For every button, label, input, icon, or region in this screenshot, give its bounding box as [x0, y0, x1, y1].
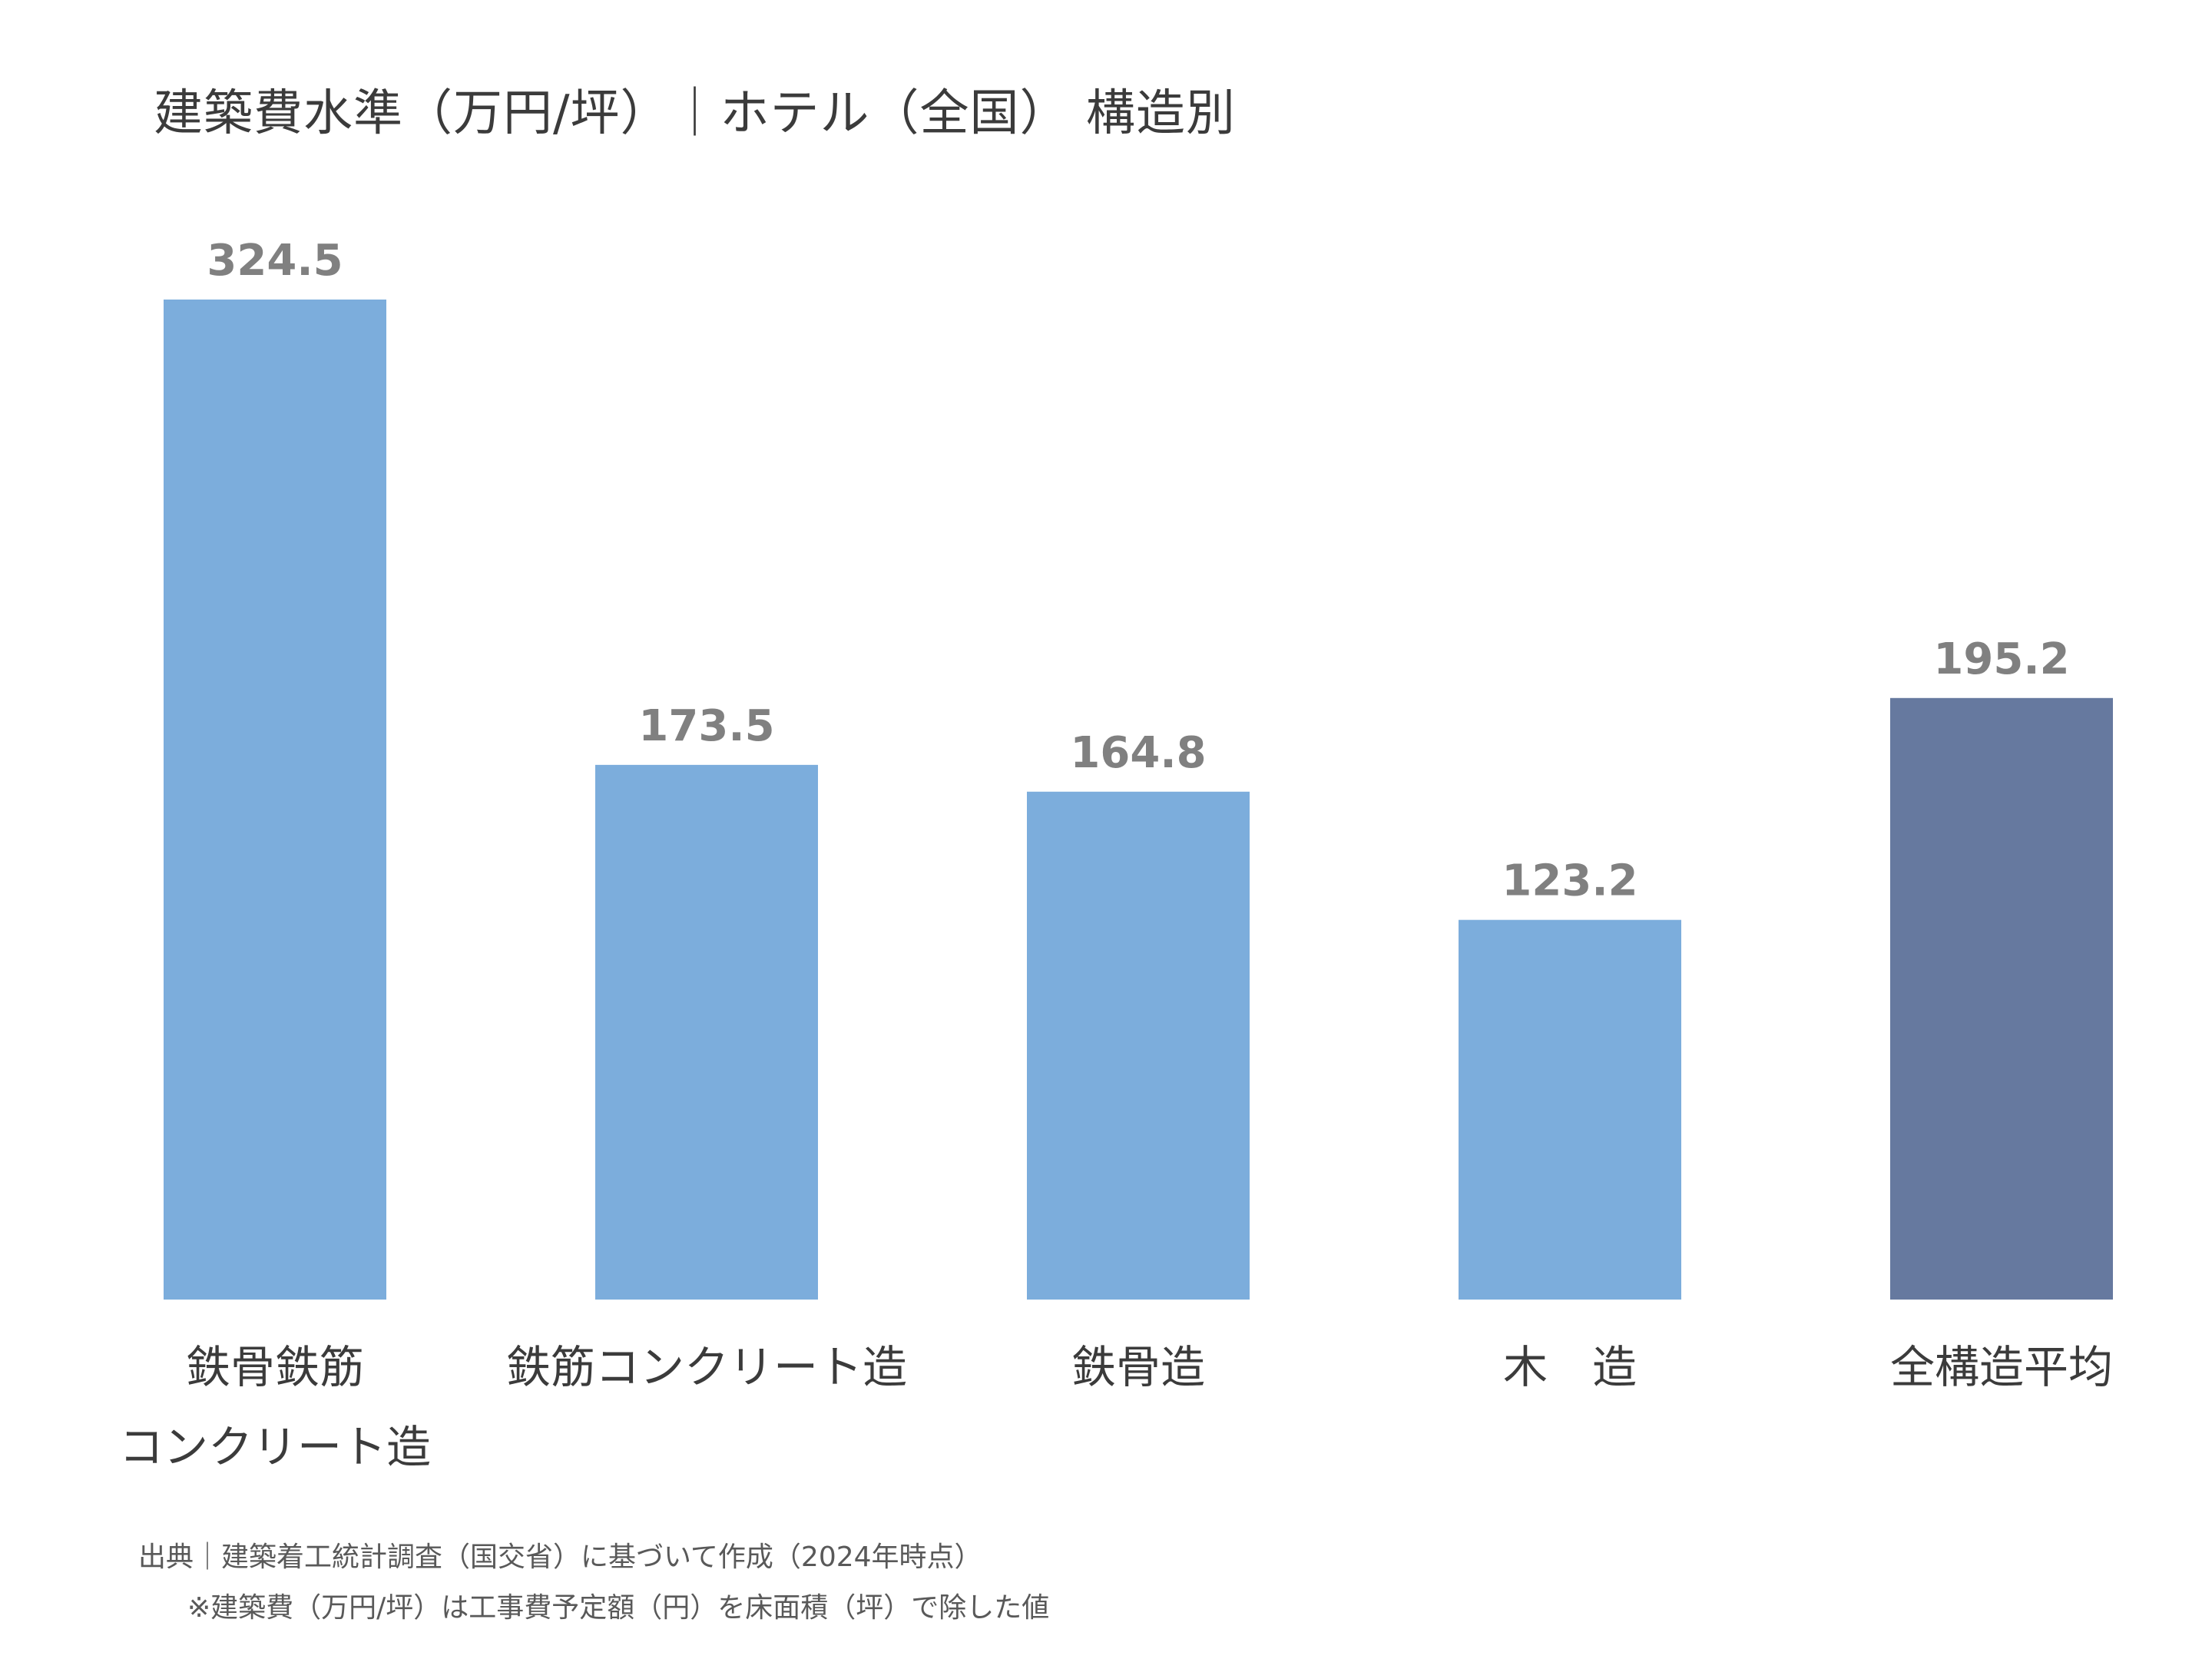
source-note: 出典｜建築着工統計調査（国交省）に基づいて作成（2024年時点） — [138, 1541, 982, 1573]
category-label-0: 鉄骨鉄筋 — [186, 1341, 364, 1393]
bar-4 — [1890, 697, 2113, 1300]
bar-3 — [1459, 919, 1681, 1300]
bar-2 — [1027, 791, 1250, 1300]
bar-0 — [164, 300, 386, 1300]
category-label-0-line-2: コンクリート造 — [119, 1421, 431, 1473]
value-label-2: 164.8 — [1070, 728, 1206, 778]
value-labels-group: 324.5 173.5 164.8 123.2 195.2 — [207, 236, 2069, 906]
value-label-0: 324.5 — [207, 236, 343, 286]
category-label-2: 鉄骨造 — [1071, 1341, 1205, 1393]
bar-1 — [595, 764, 818, 1300]
category-label-3: 木 造 — [1503, 1341, 1637, 1393]
value-label-1: 173.5 — [638, 701, 774, 751]
category-label-1: 鉄筋コンクリート造 — [506, 1341, 907, 1393]
value-label-4: 195.2 — [1933, 634, 2069, 684]
category-label-4: 全構造平均 — [1890, 1341, 2113, 1393]
chart-title: 建築費水準（万円/坪）｜ホテル（全国） 構造別 — [154, 85, 1236, 142]
definition-note: ※建築費（万円/坪）は工事費予定額（円）を床面積（坪）で除した値 — [187, 1592, 1050, 1624]
bars-group — [164, 300, 2113, 1300]
value-label-3: 123.2 — [1502, 856, 1637, 906]
